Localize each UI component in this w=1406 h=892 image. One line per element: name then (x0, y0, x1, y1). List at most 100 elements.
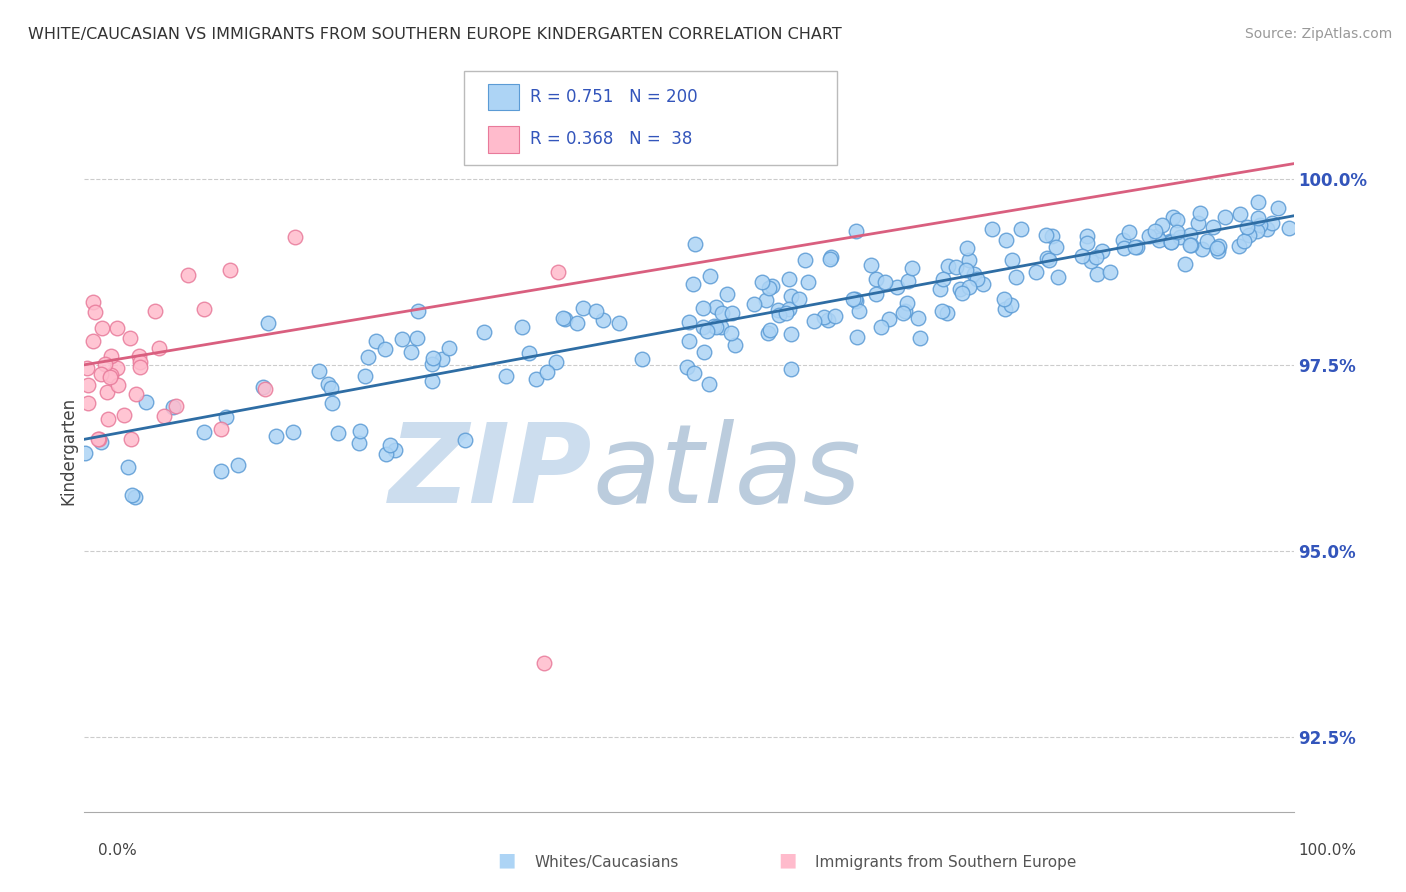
Y-axis label: Kindergarten: Kindergarten (59, 396, 77, 505)
Point (209, 422, 232, 436)
Point (778, 301, 800, 316)
Point (100, 349, 122, 363)
Point (585, 303, 607, 318)
Point (121, 488, 143, 502)
Point (896, 274, 918, 288)
Text: Immigrants from Southern Europe: Immigrants from Southern Europe (815, 855, 1077, 870)
Point (1001, 252, 1024, 267)
Point (420, 374, 443, 388)
Point (877, 312, 900, 326)
Point (193, 425, 215, 439)
Point (1076, 228, 1098, 243)
Text: 100.0%: 100.0% (1299, 843, 1357, 858)
Point (437, 342, 460, 356)
Point (711, 305, 734, 319)
Point (607, 316, 630, 330)
Point (517, 346, 540, 360)
Point (1249, 218, 1271, 232)
Point (844, 292, 866, 306)
Point (257, 316, 280, 330)
Point (1160, 235, 1182, 249)
Text: ZIP: ZIP (388, 418, 592, 525)
Point (704, 320, 727, 334)
Point (215, 409, 238, 424)
Point (957, 280, 980, 294)
Point (349, 424, 371, 438)
Point (76, 360, 98, 375)
Point (1038, 252, 1060, 267)
Point (264, 429, 287, 443)
Point (105, 361, 128, 376)
Point (1036, 251, 1059, 265)
Point (845, 224, 868, 238)
Point (193, 301, 215, 316)
Point (1146, 229, 1168, 244)
Point (117, 459, 139, 474)
Point (699, 268, 721, 283)
Point (143, 303, 166, 318)
Point (966, 272, 988, 286)
Point (129, 355, 152, 369)
Point (710, 320, 733, 334)
Point (1045, 240, 1067, 254)
Point (1246, 224, 1268, 238)
Point (1085, 267, 1108, 281)
Point (105, 321, 128, 335)
Point (742, 297, 765, 311)
Point (1178, 228, 1201, 243)
Point (572, 301, 595, 316)
Point (945, 260, 967, 275)
Point (1118, 225, 1140, 239)
Point (1208, 244, 1230, 259)
Point (692, 344, 714, 359)
Point (90, 321, 112, 335)
Point (384, 442, 406, 457)
Point (1150, 218, 1173, 232)
Text: ■: ■ (496, 851, 516, 870)
Point (165, 399, 187, 413)
Point (950, 286, 973, 301)
Point (1123, 240, 1146, 254)
Point (761, 279, 783, 293)
Point (682, 277, 704, 292)
Point (128, 349, 150, 363)
Point (751, 275, 773, 289)
Text: Source: ZipAtlas.com: Source: ZipAtlas.com (1244, 27, 1392, 41)
Point (422, 357, 444, 371)
Point (724, 338, 747, 352)
Point (524, 372, 547, 386)
Text: R = 0.751   N = 200: R = 0.751 N = 200 (530, 88, 697, 106)
Point (957, 253, 980, 268)
Point (547, 264, 569, 278)
Point (148, 341, 170, 355)
Point (901, 261, 924, 276)
Point (1236, 220, 1258, 235)
Point (1161, 210, 1184, 224)
Point (125, 386, 148, 401)
Point (1080, 254, 1102, 268)
Point (422, 351, 444, 365)
Point (1111, 233, 1133, 247)
Point (995, 233, 1018, 247)
Point (778, 272, 800, 286)
Point (226, 458, 249, 472)
Point (107, 377, 129, 392)
Point (936, 259, 959, 273)
Point (1261, 216, 1284, 230)
Point (936, 306, 959, 320)
Point (97, 412, 120, 426)
Point (1046, 270, 1069, 285)
Point (100, 368, 122, 382)
Point (90, 435, 112, 450)
Point (76, 378, 98, 392)
Point (803, 314, 825, 328)
Point (326, 426, 349, 441)
Point (75, 446, 97, 460)
Point (779, 326, 801, 341)
Point (1084, 250, 1107, 264)
Point (567, 316, 589, 330)
Point (894, 304, 917, 318)
Point (536, 366, 558, 380)
Point (546, 355, 568, 369)
Point (676, 359, 699, 374)
